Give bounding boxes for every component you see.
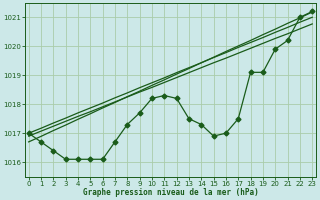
X-axis label: Graphe pression niveau de la mer (hPa): Graphe pression niveau de la mer (hPa) bbox=[83, 188, 258, 197]
